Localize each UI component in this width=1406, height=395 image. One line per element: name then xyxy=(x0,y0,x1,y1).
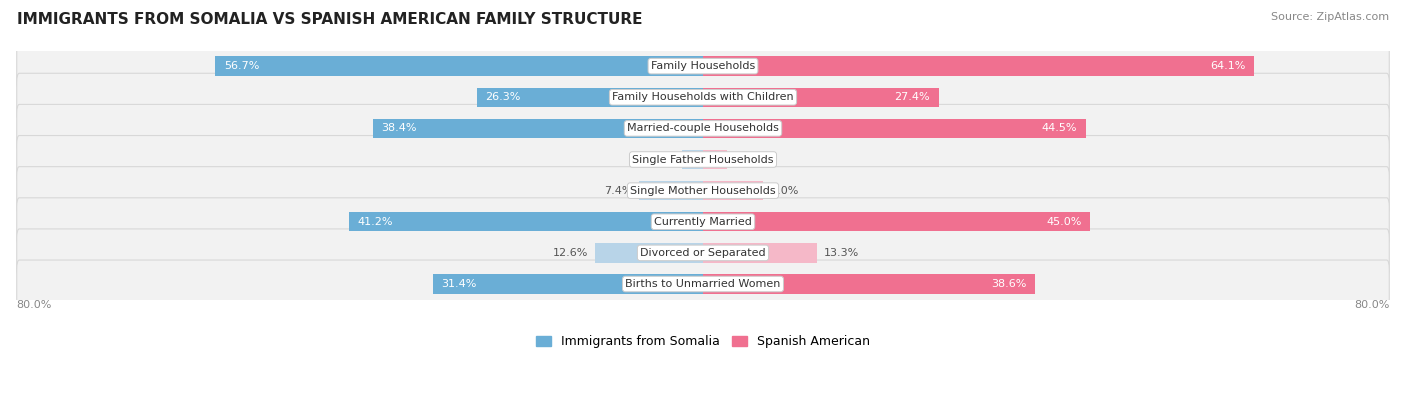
Bar xyxy=(703,212,1090,231)
Text: 41.2%: 41.2% xyxy=(357,217,392,227)
Text: Divorced or Separated: Divorced or Separated xyxy=(640,248,766,258)
Text: 2.5%: 2.5% xyxy=(647,154,675,164)
Text: Currently Married: Currently Married xyxy=(654,217,752,227)
FancyBboxPatch shape xyxy=(17,104,1389,152)
Text: 31.4%: 31.4% xyxy=(441,279,477,289)
Text: 7.0%: 7.0% xyxy=(770,186,799,196)
Text: 56.7%: 56.7% xyxy=(224,61,259,71)
Text: 26.3%: 26.3% xyxy=(485,92,520,102)
FancyBboxPatch shape xyxy=(17,260,1389,308)
Bar xyxy=(703,119,1085,138)
Text: Family Households: Family Households xyxy=(651,61,755,71)
Bar xyxy=(595,243,703,263)
Text: Source: ZipAtlas.com: Source: ZipAtlas.com xyxy=(1271,12,1389,22)
Text: Family Households with Children: Family Households with Children xyxy=(612,92,794,102)
Bar xyxy=(703,150,727,169)
FancyBboxPatch shape xyxy=(17,198,1389,246)
Text: 80.0%: 80.0% xyxy=(17,300,52,310)
Bar xyxy=(640,181,703,200)
FancyBboxPatch shape xyxy=(17,42,1389,90)
Bar xyxy=(215,56,703,76)
Bar xyxy=(703,88,939,107)
Text: Single Mother Households: Single Mother Households xyxy=(630,186,776,196)
Bar xyxy=(477,88,703,107)
Bar xyxy=(682,150,703,169)
Text: 12.6%: 12.6% xyxy=(553,248,588,258)
Text: IMMIGRANTS FROM SOMALIA VS SPANISH AMERICAN FAMILY STRUCTURE: IMMIGRANTS FROM SOMALIA VS SPANISH AMERI… xyxy=(17,12,643,27)
Bar xyxy=(433,275,703,293)
Bar xyxy=(373,119,703,138)
Text: 80.0%: 80.0% xyxy=(1354,300,1389,310)
Text: 13.3%: 13.3% xyxy=(824,248,859,258)
Text: 64.1%: 64.1% xyxy=(1211,61,1246,71)
FancyBboxPatch shape xyxy=(17,135,1389,183)
Text: 38.6%: 38.6% xyxy=(991,279,1026,289)
Text: 27.4%: 27.4% xyxy=(894,92,929,102)
Text: 38.4%: 38.4% xyxy=(381,123,416,134)
Text: 44.5%: 44.5% xyxy=(1042,123,1077,134)
Text: Single Father Households: Single Father Households xyxy=(633,154,773,164)
Bar xyxy=(703,56,1254,76)
Text: 7.4%: 7.4% xyxy=(605,186,633,196)
Bar xyxy=(703,243,817,263)
Bar xyxy=(349,212,703,231)
Text: Married-couple Households: Married-couple Households xyxy=(627,123,779,134)
Legend: Immigrants from Somalia, Spanish American: Immigrants from Somalia, Spanish America… xyxy=(536,335,870,348)
Bar xyxy=(703,181,763,200)
Text: 2.8%: 2.8% xyxy=(734,154,762,164)
FancyBboxPatch shape xyxy=(17,229,1389,277)
Text: 45.0%: 45.0% xyxy=(1046,217,1081,227)
Bar xyxy=(703,275,1035,293)
FancyBboxPatch shape xyxy=(17,73,1389,121)
FancyBboxPatch shape xyxy=(17,167,1389,214)
Text: Births to Unmarried Women: Births to Unmarried Women xyxy=(626,279,780,289)
